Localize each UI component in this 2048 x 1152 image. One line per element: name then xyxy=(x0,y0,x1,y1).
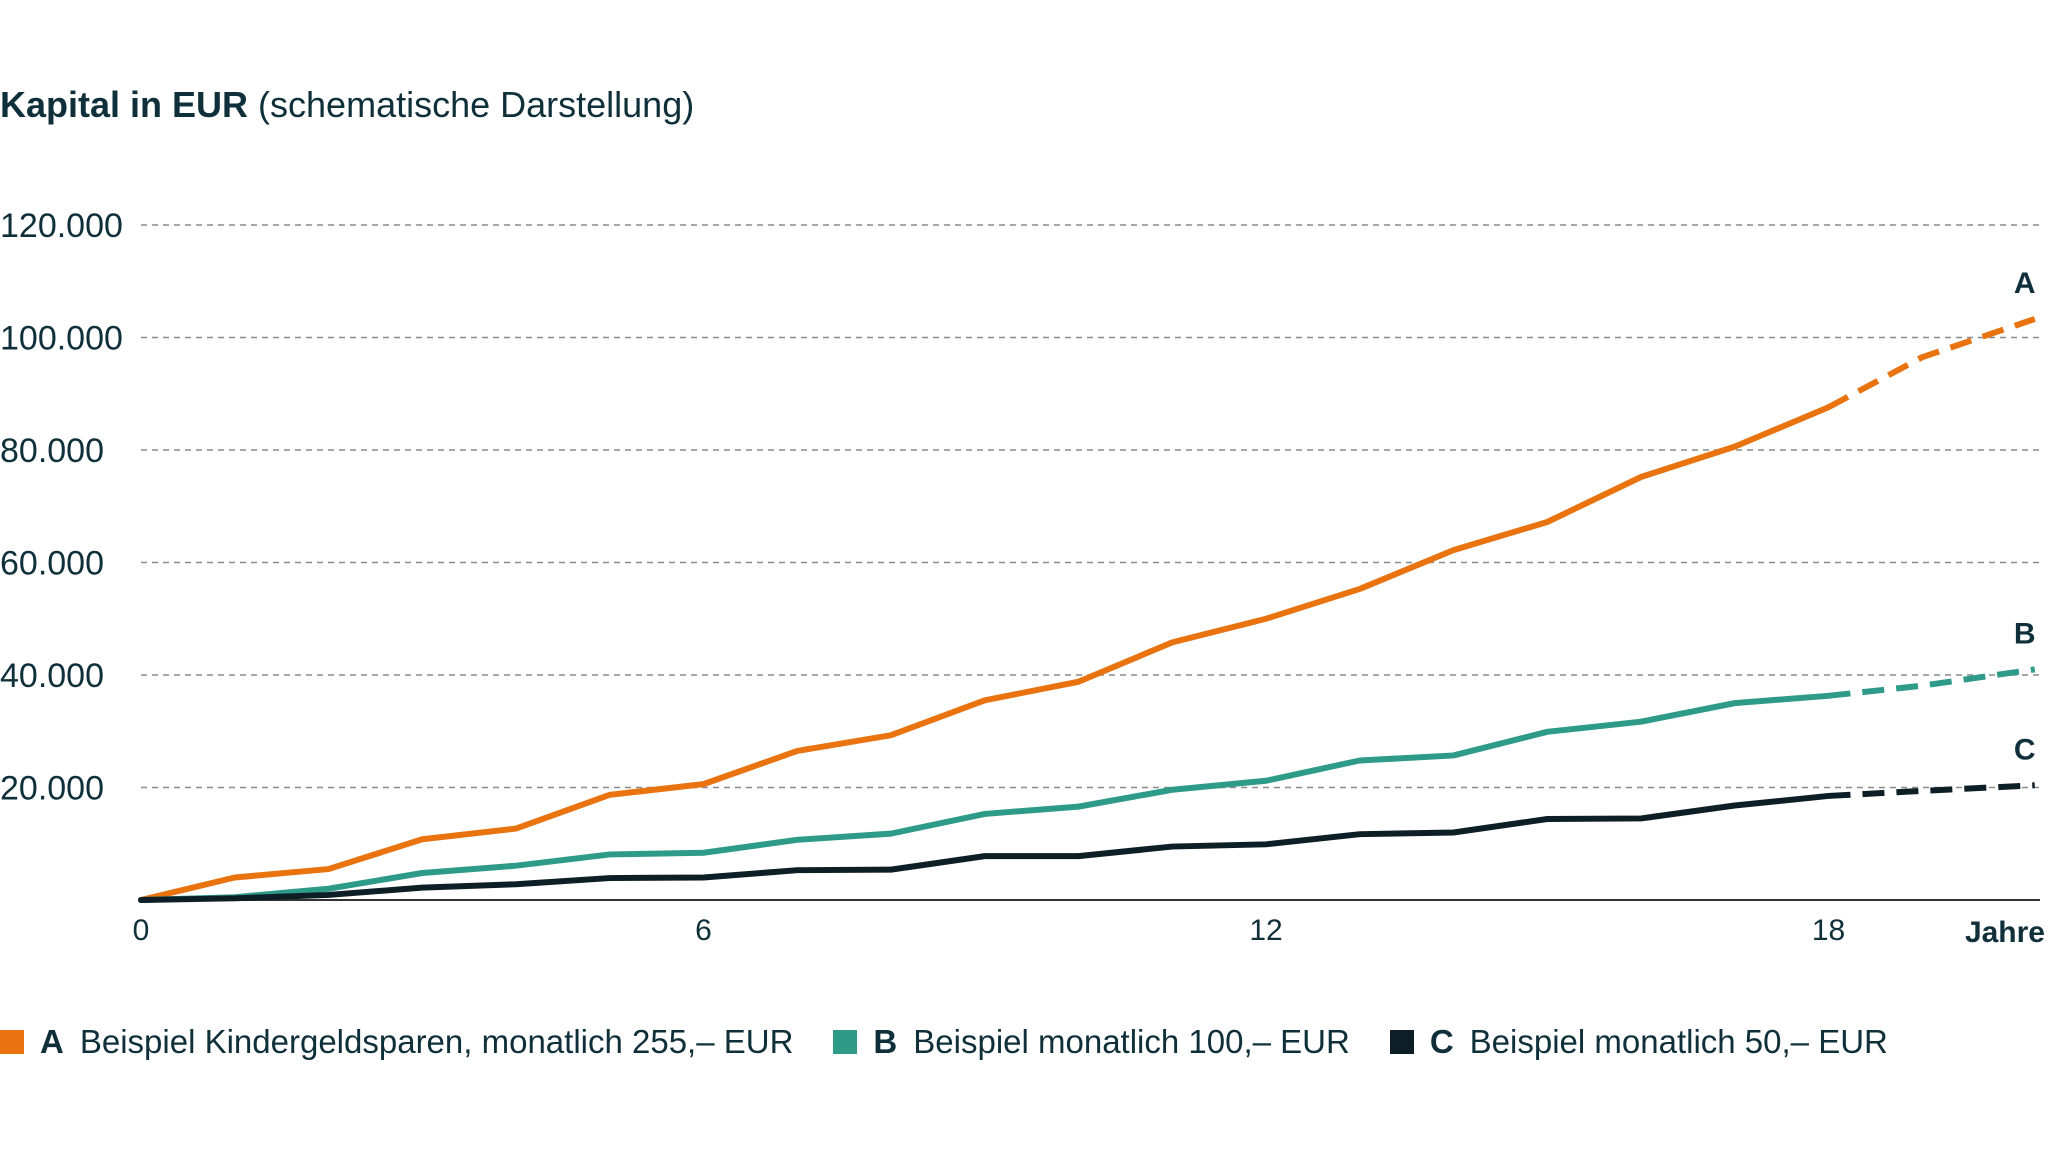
y-tick-label: 60.000 xyxy=(0,545,104,583)
legend: A Beispiel Kindergeldsparen, monatlich 25… xyxy=(0,1020,1928,1064)
x-tick-label: 6 xyxy=(695,914,712,947)
series-layer xyxy=(138,316,2036,903)
series-b-line xyxy=(138,692,1832,903)
label-layer: 20.000 40.000 60.000 80.000 100.000 120.000 0 6… xyxy=(0,207,2045,949)
chart-title-bold: Kapital in EUR xyxy=(0,84,249,125)
legend-swatch xyxy=(0,1030,24,1054)
series-a-line xyxy=(138,404,1832,903)
series-end-label-a: A xyxy=(2014,267,2036,300)
x-tick-label: 0 xyxy=(133,914,150,947)
legend-letter: C xyxy=(1429,1023,1454,1060)
legend-item-b: B Beispiel monatlich 100,– EUR xyxy=(833,1023,1350,1061)
legend-label: Beispiel monatlich 100,– EUR xyxy=(913,1023,1350,1060)
legend-label: Beispiel monatlich 50,– EUR xyxy=(1469,1023,1888,1060)
y-tick-label: 40.000 xyxy=(0,657,104,695)
y-tick-label: 120.000 xyxy=(0,207,123,245)
legend-letter: A xyxy=(40,1023,64,1060)
legend-swatch xyxy=(1389,1030,1414,1054)
x-tick-label: 12 xyxy=(1249,914,1282,947)
y-tick-label: 80.000 xyxy=(0,432,104,470)
legend-label: Beispiel Kindergeldsparen, monatlich 255… xyxy=(79,1023,794,1060)
series-end-label-c: C xyxy=(2014,733,2036,766)
series-end-label-b: B xyxy=(2014,617,2036,650)
legend-swatch xyxy=(833,1030,858,1054)
legend-item-c: C Beispiel monatlich 50,– EUR xyxy=(1389,1023,1888,1061)
x-axis-label: Jahre xyxy=(1965,916,2045,949)
chart-title-regular: (schematische Darstellung) xyxy=(258,84,695,125)
series-b-projection xyxy=(1828,666,2036,699)
legend-letter: B xyxy=(873,1023,898,1060)
legend-item-a: A Beispiel Kindergeldsparen, monatlich 25… xyxy=(0,1023,793,1061)
series-a-projection xyxy=(1827,316,2036,410)
y-tick-label: 20.000 xyxy=(0,770,104,808)
x-tick-label: 18 xyxy=(1812,914,1845,947)
chart-title: Kapital in EUR (schematische Darstellung… xyxy=(0,84,694,126)
y-tick-label: 100.000 xyxy=(0,320,123,358)
